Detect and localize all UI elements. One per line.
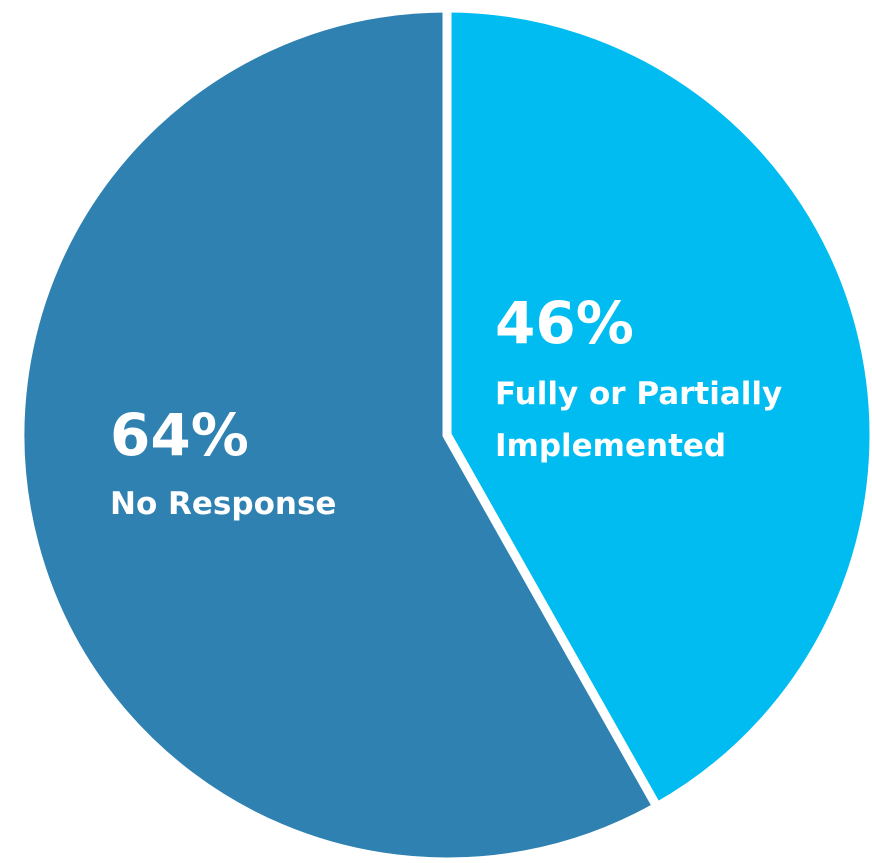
pie-slice-implemented xyxy=(442,3,872,813)
pie-slices xyxy=(15,3,872,863)
pie-slice-no-response xyxy=(15,3,664,863)
slice-value-label-implemented: 46% xyxy=(495,289,634,357)
slice-category-label-no-response: No Response xyxy=(110,486,336,522)
slice-category-label-implemented-line2: Implemented xyxy=(495,428,726,464)
slice-category-label-implemented-line1: Fully or Partially xyxy=(495,376,782,412)
slice-value-label-no-response: 64% xyxy=(110,401,249,469)
